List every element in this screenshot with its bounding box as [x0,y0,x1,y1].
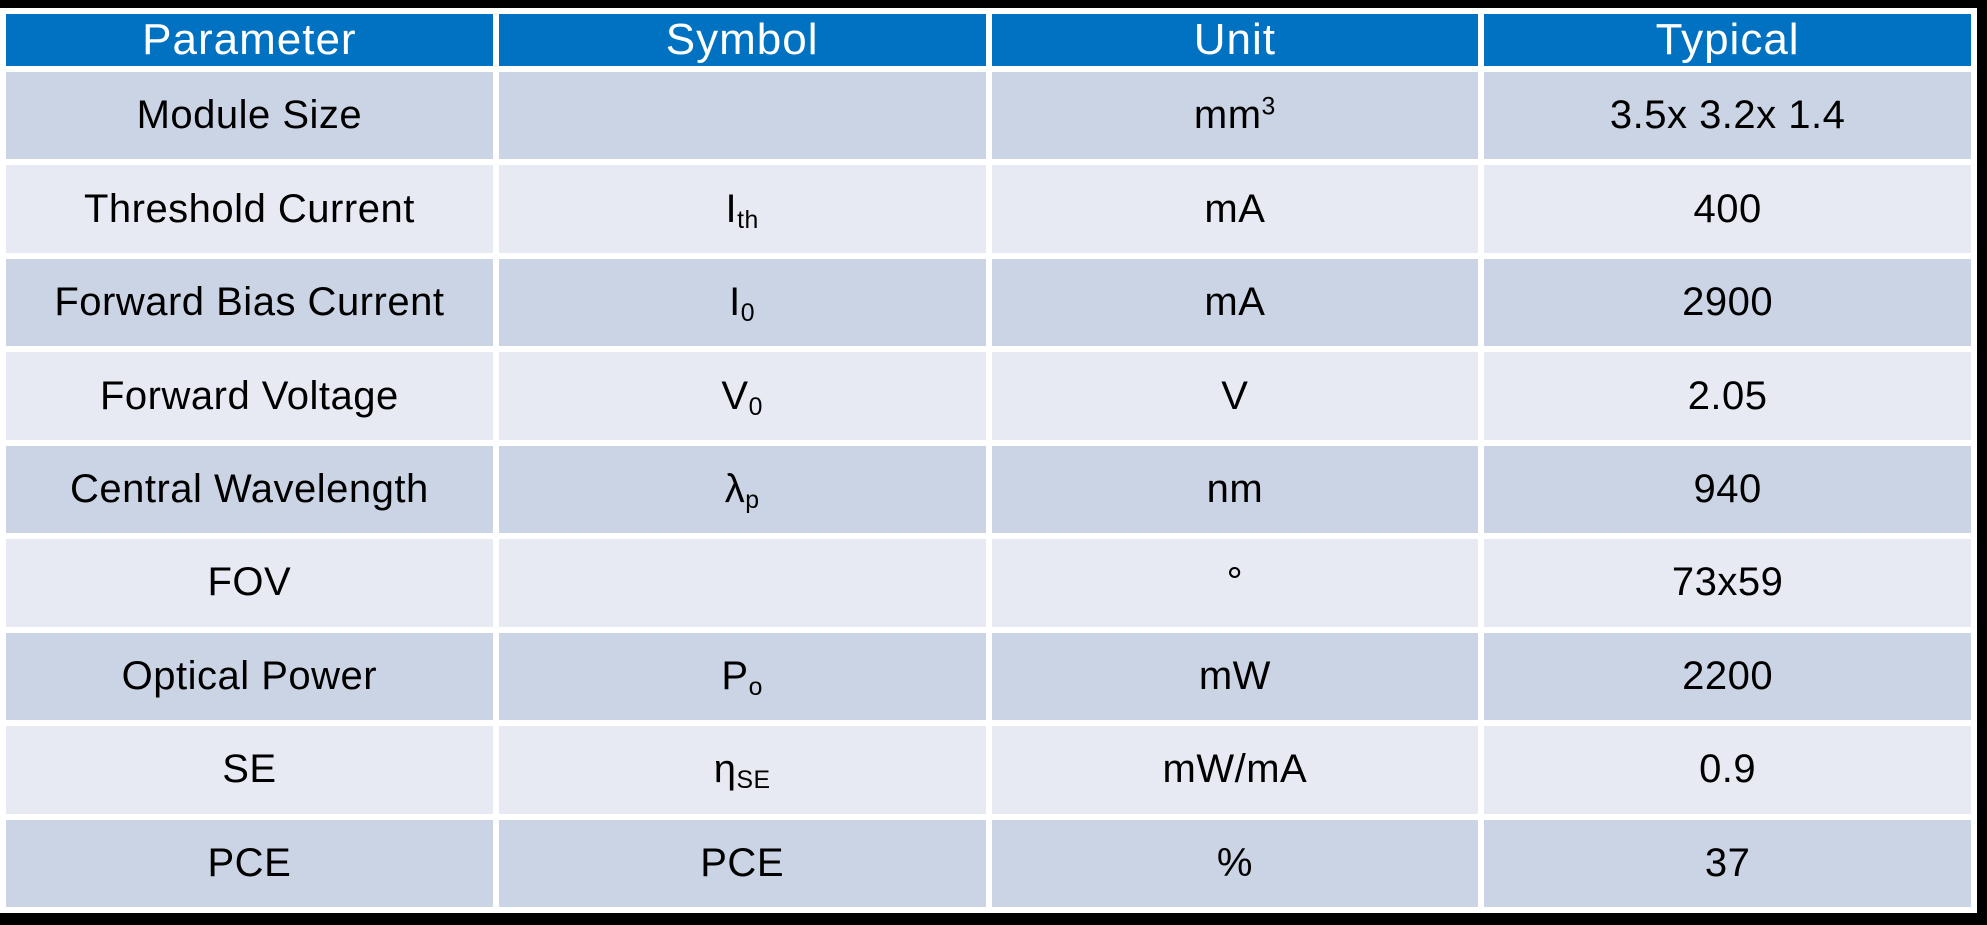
table-row: Threshold Current Ith mA 400 [6,165,1971,253]
symbol-subscript: 0 [740,300,756,328]
cell-parameter: PCE [6,819,493,907]
column-header-unit: Unit [991,14,1479,66]
cell-parameter: Central Wavelength [6,445,493,534]
cell-typical: 400 [1484,165,1971,253]
table-row: PCE PCE% 37 [6,819,1971,907]
cell-typical: 3.5x 3.2x 1.4 [1484,72,1971,160]
table-row: Optical Power Po mW 2200 [6,632,1971,721]
table-row: Forward Voltage V0 V 2.05 [6,352,1971,440]
cell-typical: 0.9 [1484,726,1971,814]
cell-symbol: I0 [498,258,986,347]
cell-symbol [498,72,986,160]
cell-symbol: Po [498,632,986,721]
cell-parameter: SE [6,726,493,814]
cell-unit: ° [991,539,1479,627]
cell-parameter: FOV [6,539,493,627]
cell-typical: 940 [1484,445,1971,534]
cell-symbol: V0 [498,352,986,440]
column-header-typical: Typical [1484,14,1971,66]
header-row: Parameter Symbol Unit Typical [6,14,1971,66]
symbol-subscript: 0 [748,393,763,421]
cell-typical: 2.05 [1484,352,1971,440]
cell-symbol [498,539,986,627]
column-header-parameter: Parameter [6,14,493,66]
laser-module-spec-table: Parameter Symbol Unit Typical Module Siz… [0,8,1977,913]
table-row: SE ηSE mW/mA 0.9 [6,726,1971,814]
cell-typical: 2200 [1484,632,1971,721]
cell-parameter: Module Size [6,72,493,160]
symbol-subscript: p [745,487,760,515]
table-row: Central Wavelength λp nm 940 [6,445,1971,534]
cell-parameter: Optical Power [6,632,493,721]
table-row: FOV ° 73x59 [6,539,1971,627]
cell-unit: mW [991,632,1479,721]
cell-symbol: ηSE [498,726,986,814]
table-row: Forward Bias Current I0 mA 2900 [6,258,1971,347]
unit-superscript: 3 [1261,93,1276,121]
table-frame: Parameter Symbol Unit Typical Module Siz… [0,8,1977,913]
cell-unit: mm3 [991,72,1479,160]
table-body: Module Size mm3 3.5x 3.2x 1.4 Threshold Cur… [6,72,1971,907]
table-row: Module Size mm3 3.5x 3.2x 1.4 [6,72,1971,160]
symbol-subscript: SE [736,767,771,795]
cell-unit: % [991,819,1479,907]
cell-typical: 37 [1484,819,1971,907]
cell-parameter: Threshold Current [6,165,493,253]
cell-typical: 2900 [1484,258,1971,347]
cell-parameter: Forward Voltage [6,352,493,440]
cell-unit: V [991,352,1479,440]
cell-unit: mA [991,258,1479,347]
cell-unit: mW/mA [991,726,1479,814]
cell-unit: nm [991,445,1479,534]
cell-unit: mA [991,165,1479,253]
cell-symbol: Ith [498,165,986,253]
column-header-symbol: Symbol [498,14,986,66]
cell-symbol: λp [498,445,986,534]
symbol-subscript: th [737,206,759,234]
cell-symbol: PCE [498,819,986,907]
cell-typical: 73x59 [1484,539,1971,627]
cell-parameter: Forward Bias Current [6,258,493,347]
symbol-subscript: o [748,674,763,702]
